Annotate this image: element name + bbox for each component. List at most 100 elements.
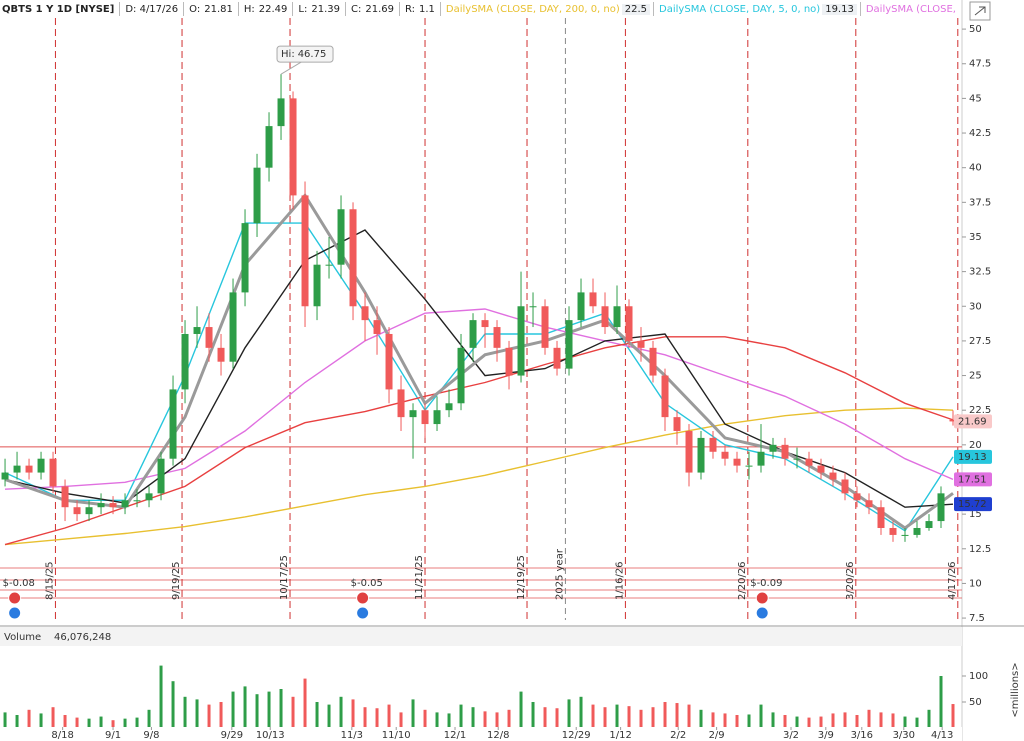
- volume-bar: [783, 715, 787, 728]
- candle-body: [169, 389, 177, 459]
- volume-bar: [543, 707, 547, 728]
- x-axis-band: [0, 727, 962, 741]
- volume-bar: [63, 715, 67, 728]
- candle-body: [361, 306, 369, 321]
- volume-bar: [483, 711, 487, 728]
- y-tick-label: 32.5: [969, 267, 991, 278]
- candle-body: [589, 292, 597, 307]
- candle-body: [409, 410, 417, 418]
- candle-body: [637, 340, 645, 348]
- x-tick-label: 11/10: [382, 730, 411, 741]
- earnings-icon: [356, 591, 370, 605]
- volume-bar: [879, 712, 883, 728]
- price-badge: [954, 472, 992, 487]
- earnings-label: $-0.05: [351, 578, 383, 589]
- volume-bar: [819, 716, 823, 728]
- maximize-icon: [974, 6, 986, 16]
- volume-bar: [183, 696, 187, 728]
- candle-body: [289, 98, 297, 196]
- candle-body: [913, 527, 921, 535]
- volume-bar: [291, 696, 295, 728]
- volume-bar: [123, 718, 127, 728]
- y-tick-label: 25: [969, 371, 982, 382]
- sep: [183, 2, 185, 16]
- volume-bar: [807, 717, 811, 728]
- volume-bar: [279, 689, 283, 728]
- hi-label: Hi:: [281, 49, 295, 60]
- y-tick-label: 22.5: [969, 405, 991, 416]
- candle-body: [781, 444, 789, 459]
- candle-body: [301, 195, 309, 307]
- candle-body: [133, 500, 141, 502]
- candle-body: [217, 347, 225, 362]
- candle-body: [469, 320, 477, 348]
- sma-line: [4, 407, 954, 546]
- y-tick-label: 40: [969, 163, 982, 174]
- volume-bar: [75, 717, 79, 728]
- volume-bar: [495, 712, 499, 728]
- volume-bar: [255, 694, 259, 728]
- x-tick-label: 12/8: [487, 730, 509, 741]
- candle-body: [481, 320, 489, 328]
- volume-tick-label: 100: [969, 671, 988, 682]
- candle-body: [601, 306, 609, 328]
- candle-body: [373, 320, 381, 334]
- volume-bar: [567, 699, 571, 728]
- date: D: 4/17/26: [125, 3, 179, 15]
- volume-bar: [231, 691, 235, 728]
- hi-pointer: [280, 61, 302, 75]
- volume-bar: [471, 707, 475, 728]
- sep: [439, 2, 441, 16]
- earnings-icon: [755, 606, 769, 620]
- volume-bar: [339, 696, 343, 728]
- x-tick-label: 9/8: [143, 730, 159, 741]
- sep: [237, 2, 239, 16]
- x-tick-label: 10/13: [256, 730, 285, 741]
- volume-bar: [399, 712, 403, 728]
- volume-bar: [459, 704, 463, 728]
- volume-bar: [747, 714, 751, 728]
- candle-body: [841, 479, 849, 494]
- volume-bar: [3, 712, 7, 728]
- ticker: QBTS 1 Y 1D [NYSE]: [2, 3, 115, 15]
- volume-bar: [831, 713, 835, 728]
- earnings-label: $-0.09: [750, 578, 782, 589]
- x-tick-label: 3/30: [893, 730, 915, 741]
- candle-body: [541, 306, 549, 348]
- candle-body: [805, 458, 813, 466]
- volume-bar: [663, 702, 667, 728]
- volume-bar: [903, 716, 907, 728]
- candle-body: [745, 465, 753, 467]
- volume-bar: [939, 676, 943, 728]
- volume-value: 46,076,248: [54, 632, 111, 643]
- volume-bar: [99, 716, 103, 728]
- sma-line: [4, 336, 954, 546]
- candle-body: [877, 507, 885, 528]
- candle-body: [925, 521, 933, 528]
- volume-bar: [519, 691, 523, 728]
- candle-body: [61, 486, 69, 508]
- volume-header: [0, 627, 962, 646]
- candle-body: [193, 327, 201, 334]
- volume-unit: <millions>: [1010, 662, 1021, 717]
- x-tick-label: 11/3: [341, 730, 363, 741]
- earnings-icon: [8, 591, 22, 605]
- volume-bar: [111, 720, 115, 728]
- candle-body: [565, 320, 573, 369]
- candle-body: [349, 209, 357, 307]
- candle-body: [157, 458, 165, 494]
- marker-label: 2/20/26: [737, 561, 748, 600]
- ohlc-value: 21.81: [204, 3, 233, 15]
- volume-bar: [387, 704, 391, 728]
- candle-body: [457, 347, 465, 404]
- candle-body: [817, 465, 825, 473]
- earnings-icon: [356, 606, 370, 620]
- volume-bar: [411, 699, 415, 728]
- volume-bar: [207, 704, 211, 728]
- volume-bar: [615, 704, 619, 728]
- volume-bar: [531, 702, 535, 728]
- candle-body: [937, 493, 945, 522]
- x-tick-label: 2/9: [709, 730, 725, 741]
- volume-bar: [675, 703, 679, 728]
- volume-bar: [843, 712, 847, 728]
